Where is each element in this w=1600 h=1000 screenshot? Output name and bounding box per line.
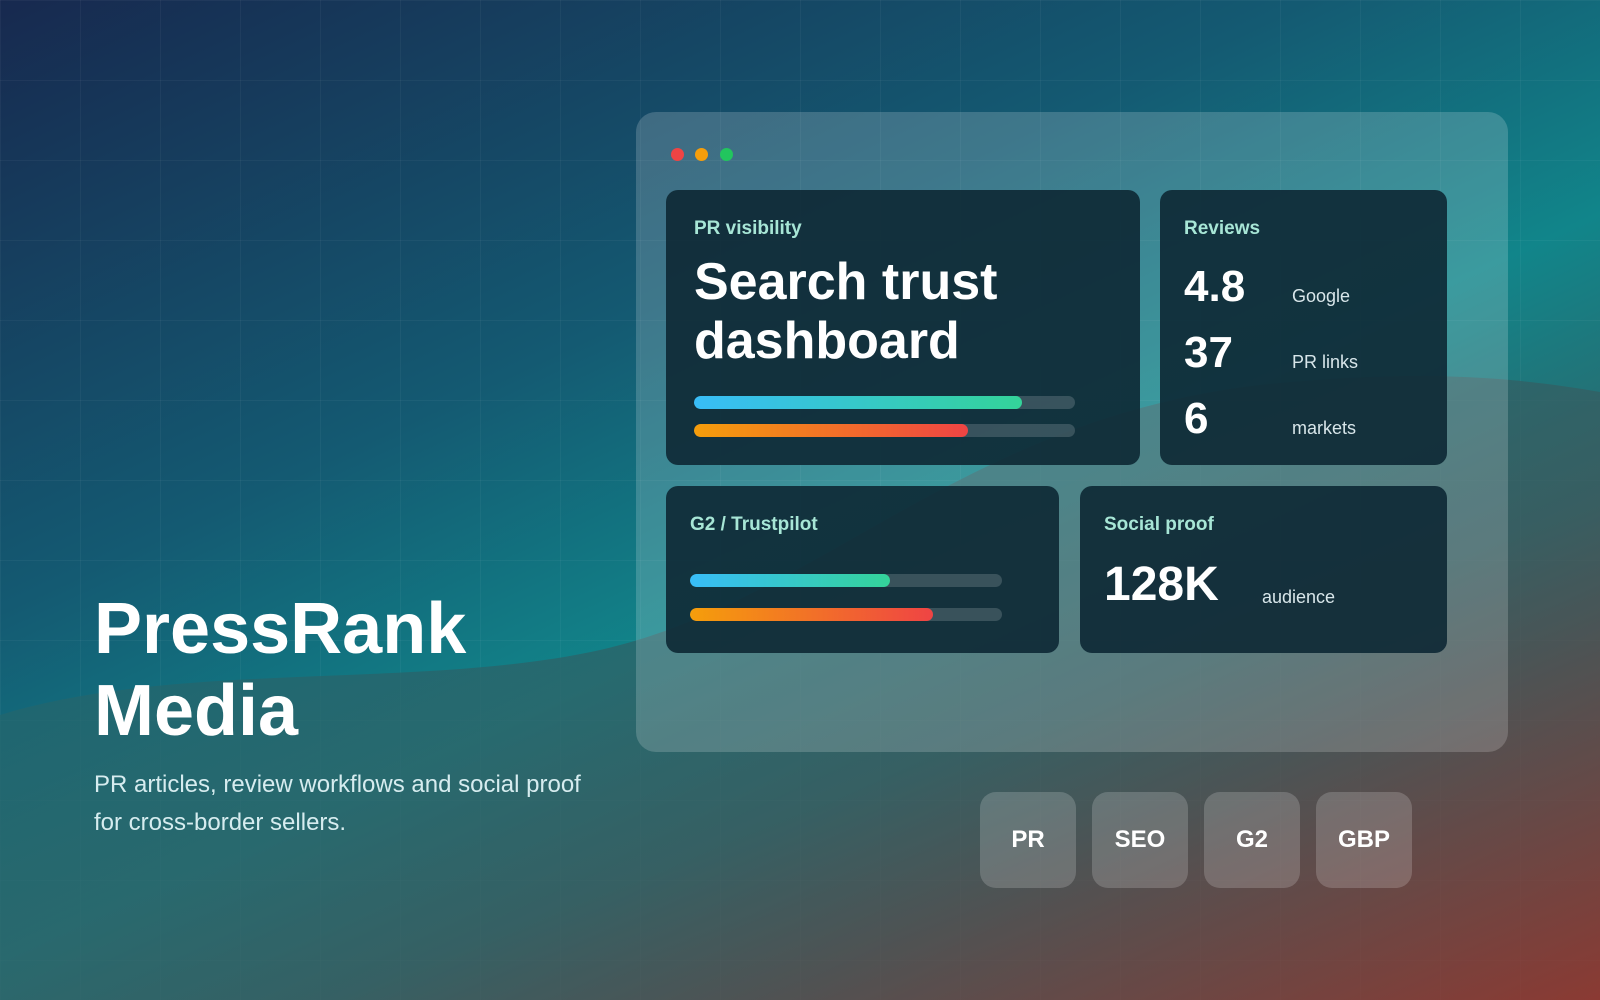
progress-fill (690, 574, 890, 587)
progress-track (690, 574, 1002, 587)
window-dot (671, 148, 684, 161)
tag: PR (980, 792, 1076, 888)
card (666, 190, 1140, 465)
hero-title: PressRank Media (94, 588, 466, 752)
heading-line: Search trust (694, 253, 998, 311)
stat-label: PR links (1292, 352, 1359, 372)
window-dot (695, 148, 708, 161)
card-label: G2 / Trustpilot (690, 514, 818, 535)
subtitle-line: PR articles, review workflows and social… (94, 771, 581, 798)
progress-fill (694, 396, 1022, 409)
subtitle-line: for cross-border sellers. (94, 809, 347, 836)
hero-subtitle: PR articles, review workflows and social… (94, 766, 581, 842)
card (1080, 486, 1447, 653)
window-dot (720, 148, 733, 161)
card-label: PR visibility (694, 218, 802, 239)
tag: GBP (1316, 792, 1412, 888)
heading-line: dashboard (694, 312, 960, 370)
progress-fill (694, 424, 969, 437)
card (1160, 190, 1447, 465)
stat-value: 4.8 (1184, 262, 1246, 311)
stat-label: audience (1262, 587, 1336, 607)
progress-track (694, 424, 1075, 437)
stat-value: 37 (1184, 328, 1233, 377)
title-line: PressRank (94, 589, 467, 669)
stat-value: 6 (1184, 394, 1209, 443)
card-label: Reviews (1184, 218, 1261, 239)
card-label: Social proof (1104, 514, 1214, 535)
title-line: Media (94, 671, 299, 751)
card (666, 486, 1059, 653)
progress-track (690, 608, 1002, 621)
progress-fill (690, 608, 934, 621)
stat-label: Google (1292, 286, 1351, 306)
tag: G2 (1204, 792, 1300, 888)
progress-track (694, 396, 1075, 409)
tag: SEO (1092, 792, 1188, 888)
stat-value: 128K (1104, 558, 1219, 611)
card-heading: Search trust dashboard (694, 253, 997, 371)
stat-label: markets (1292, 418, 1357, 438)
